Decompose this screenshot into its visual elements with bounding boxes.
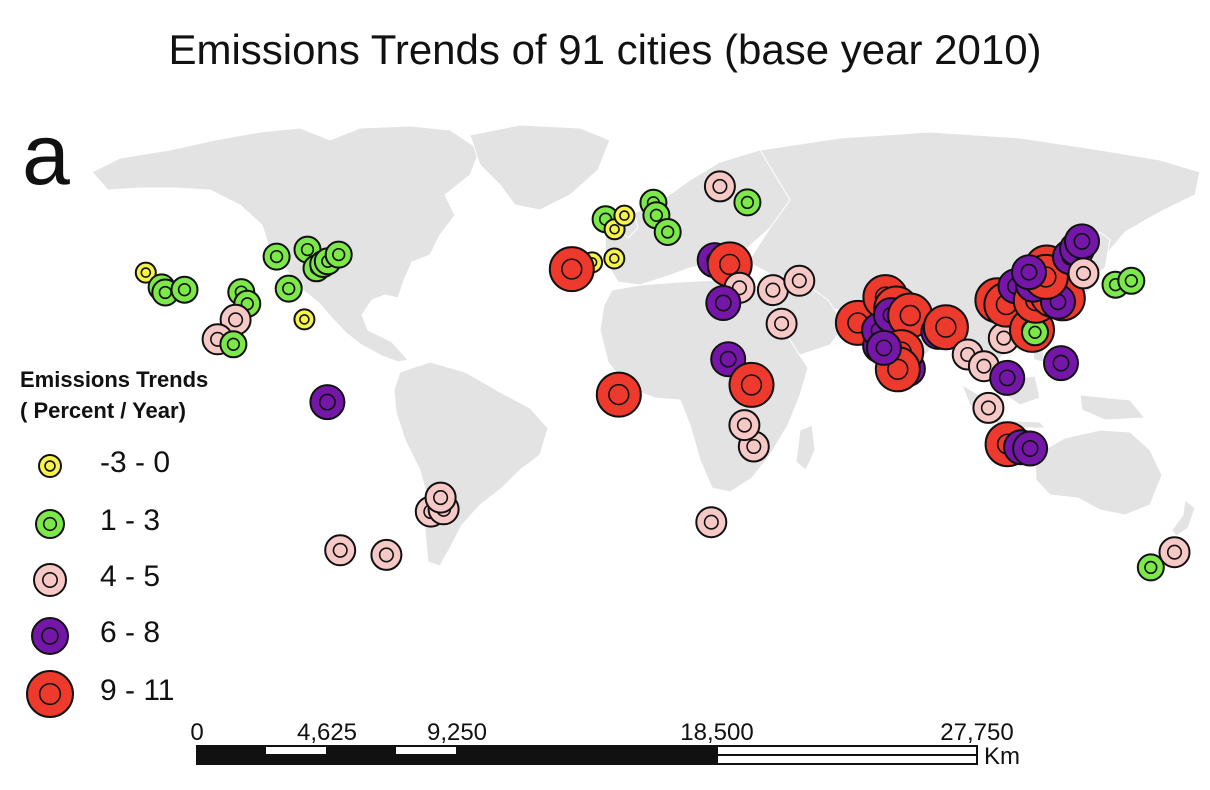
legend-symbol-c5 [26, 670, 74, 718]
scale-seg-2b [264, 754, 328, 765]
scale-tick-18500: 18,500 [680, 719, 753, 746]
legend-marker-c1 [38, 454, 62, 478]
land-new-zealand [1171, 499, 1196, 537]
city-marker [703, 170, 736, 203]
city-marker [170, 275, 199, 304]
legend-title-line2: ( Percent / Year) [20, 398, 186, 423]
legend-symbol-c3 [33, 563, 67, 597]
city-symbols [134, 170, 1191, 582]
city-marker [134, 261, 157, 284]
scale-tick-9250: 9,250 [427, 719, 487, 746]
city-marker [274, 274, 303, 303]
scale-seg-2 [264, 745, 328, 756]
city-marker [1067, 257, 1100, 290]
city-marker [695, 506, 728, 539]
legend-label-c4: 6 - 8 [100, 616, 161, 649]
city-marker [1012, 430, 1049, 467]
map-title: Emissions Trends of 91 cities (base year… [168, 26, 1042, 73]
scale-bar-segments [196, 745, 978, 765]
legend-label-c5: 9 - 11 [100, 674, 175, 707]
legend-marker-c4 [31, 617, 69, 655]
city-marker [783, 264, 816, 297]
scale-seg-1 [196, 745, 266, 765]
scale-seg-3 [326, 745, 396, 765]
city-marker [595, 371, 642, 418]
land-madagascar [795, 424, 816, 471]
scale-seg-4 [394, 745, 458, 756]
city-marker [1117, 266, 1146, 295]
city-marker [728, 409, 761, 442]
land-greenland [469, 124, 611, 211]
land-australia [1034, 429, 1163, 516]
city-marker [548, 246, 595, 293]
city-marker [728, 361, 775, 408]
legend-marker-c3 [33, 563, 67, 597]
city-marker [972, 391, 1005, 424]
legend-marker-c2 [35, 509, 65, 539]
city-marker [865, 329, 902, 366]
city-marker [989, 359, 1026, 396]
scale-seg-6 [716, 745, 978, 756]
city-marker [765, 307, 798, 340]
legend-symbol-c4 [31, 617, 69, 655]
legend-label-c3: 4 - 5 [100, 560, 161, 593]
city-marker [733, 188, 762, 217]
city-marker [1136, 553, 1165, 582]
city-marker [613, 204, 636, 227]
city-marker [424, 481, 457, 514]
scale-tick-27750: 27,750 [940, 719, 1013, 746]
city-marker [1011, 254, 1047, 291]
legend-label-c2: 1 - 3 [100, 504, 161, 537]
scale-seg-4b [394, 754, 458, 765]
legend-title: Emissions Trends ( Percent / Year) [20, 364, 208, 426]
city-marker [1158, 536, 1191, 569]
scale-seg-6b [716, 754, 978, 765]
city-marker [293, 308, 316, 331]
scale-unit: Km [984, 743, 1020, 770]
land-north-america [91, 125, 481, 363]
city-marker [262, 242, 291, 271]
city-marker [653, 218, 682, 246]
city-marker [922, 304, 969, 351]
city-marker [309, 384, 346, 421]
land-new-guinea [1079, 394, 1147, 421]
city-marker [603, 247, 626, 270]
city-marker [324, 534, 357, 567]
legend-symbol-c1 [38, 454, 62, 478]
panel-label: a [22, 107, 70, 203]
city-marker [705, 285, 742, 321]
scale-tick-4625: 4,625 [297, 719, 357, 746]
scale-tick-0: 0 [190, 719, 203, 746]
city-marker [219, 330, 248, 359]
legend-symbol-c2 [35, 509, 65, 539]
city-marker [324, 240, 353, 269]
legend: Emissions Trends ( Percent / Year) -3 - … [20, 364, 208, 718]
city-marker [1043, 345, 1079, 382]
scale-seg-5 [456, 745, 718, 765]
legend-label-c1: -3 - 0 [100, 446, 171, 479]
legend-marker-c5 [26, 670, 74, 718]
city-marker [370, 538, 403, 571]
legend-title-line1: Emissions Trends [20, 367, 209, 392]
